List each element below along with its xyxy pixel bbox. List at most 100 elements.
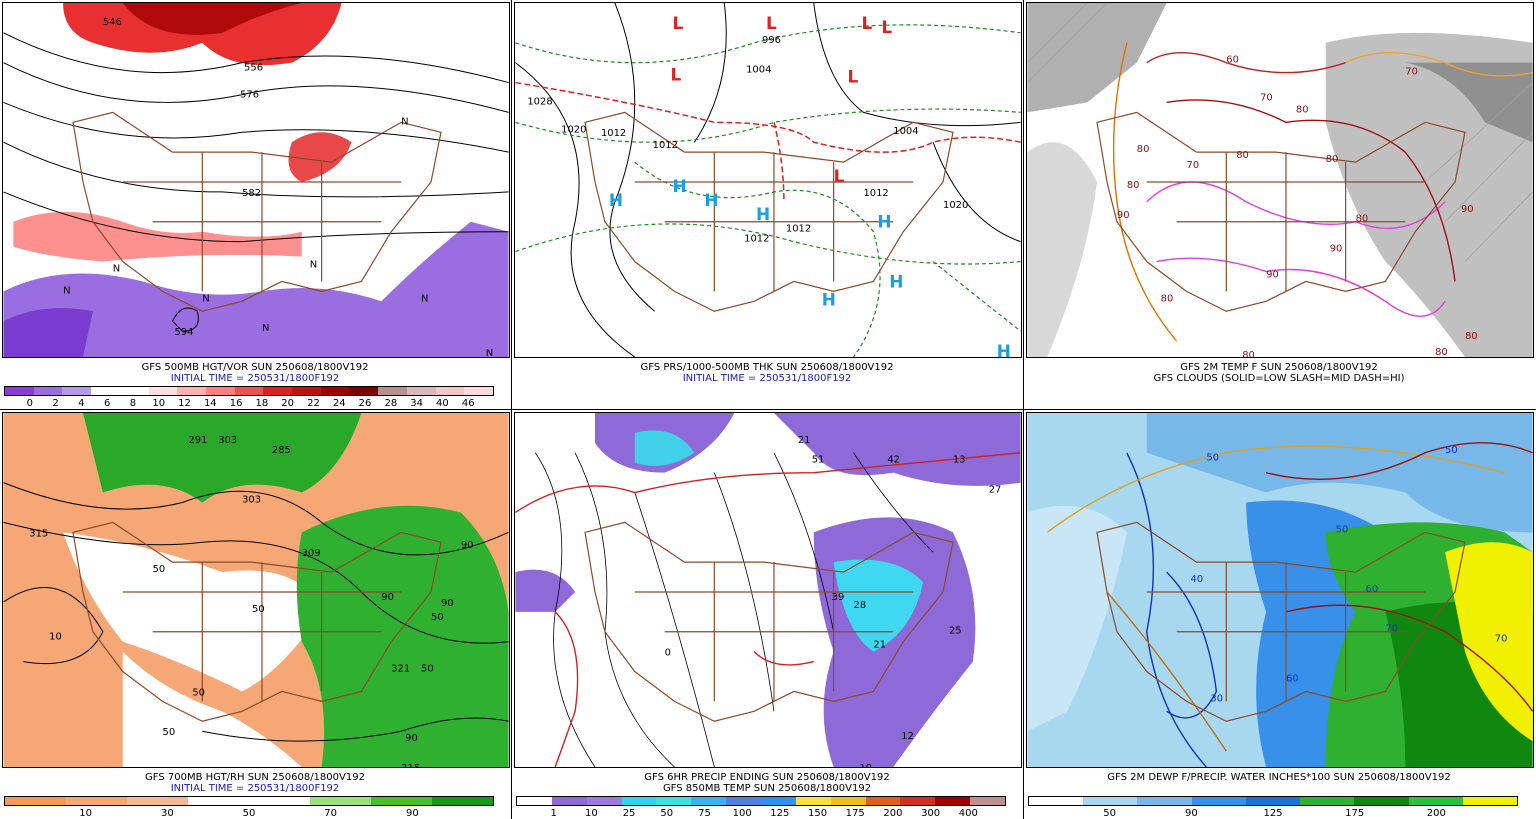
panel-subtitle: GFS CLOUDS (SOLID=LOW SLASH=MID DASH=HI) <box>1153 373 1405 384</box>
panel-700mb-rh[interactable]: 303 285 291 303 315 309 321 10 50 50 50 … <box>0 410 510 819</box>
svg-text:50: 50 <box>163 727 176 738</box>
height-contours <box>3 32 509 332</box>
high-marker: H <box>756 204 770 224</box>
svg-text:50: 50 <box>1206 453 1219 464</box>
color-scale-swatch <box>900 797 936 805</box>
svg-text:90: 90 <box>461 540 474 551</box>
svg-text:N: N <box>486 348 493 358</box>
panel-title: GFS 6HR PRECIP ENDING SUN 250608/1800V19… <box>644 772 890 783</box>
scale-tick-label: 70 <box>324 808 338 819</box>
scale-tick-label: 1 <box>550 808 557 819</box>
color-scale-swatch <box>551 797 587 805</box>
color-scale-ticks: 50 90 125 175 200 <box>1028 808 1518 819</box>
svg-text:12: 12 <box>901 731 914 742</box>
scale-tick-label: 34 <box>410 398 423 409</box>
scale-tick-label: 50 <box>242 808 256 819</box>
svg-text:51: 51 <box>812 455 825 466</box>
color-scale-swatch <box>378 387 407 395</box>
svg-text:50: 50 <box>1336 524 1349 535</box>
color-scale-swatch <box>177 387 206 395</box>
map-pressure-thickness: 1028 1020 1012 1012 1012 1012 1012 1020 … <box>514 2 1022 358</box>
color-scale-swatch <box>432 797 493 805</box>
svg-text:50: 50 <box>153 564 166 575</box>
color-scale-swatch <box>91 387 120 395</box>
political-borders <box>72 111 442 312</box>
low-marker: L <box>673 13 684 33</box>
color-scale-swatch <box>656 797 692 805</box>
color-scale-swatch <box>371 797 432 805</box>
high-marker: H <box>673 176 687 196</box>
scale-tick-label: 75 <box>698 808 711 819</box>
svg-text:1012: 1012 <box>601 128 626 139</box>
scale-tick-label: 200 <box>1426 808 1446 819</box>
panel-init-time: INITIAL TIME = 250531/1800F192 <box>170 373 340 384</box>
dewpoint-labels: 50 40 30 50 50 60 70 60 70 <box>1191 445 1508 705</box>
high-marker: H <box>877 212 891 232</box>
color-scale-swatch <box>310 797 371 805</box>
color-scale-swatch <box>970 797 1006 805</box>
color-scale-swatch <box>795 797 831 805</box>
svg-text:N: N <box>63 285 70 296</box>
svg-text:1012: 1012 <box>744 234 769 245</box>
dewpoint-contours <box>1046 442 1533 767</box>
panel-dewpoint-pwat[interactable]: 50 40 30 50 50 60 70 60 70 GFS 2M DEWP F… <box>1024 410 1534 819</box>
svg-text:80: 80 <box>1356 214 1369 225</box>
scale-tick-label: 4 <box>78 398 85 409</box>
svg-text:1004: 1004 <box>893 126 918 137</box>
scale-tick-label: 0 <box>26 398 33 409</box>
panel-2m-temp-clouds[interactable]: 80 80 80 90 90 70 70 80 90 80 60 70 80 8… <box>1024 0 1534 408</box>
color-scale-swatch <box>1029 797 1084 805</box>
panel-500mb-vorticity[interactable]: 546 556 576 582 594 N N N N N N N N GFS … <box>0 0 510 409</box>
color-scale-swatch <box>435 387 465 395</box>
color-scale-ticks: 0 2 4 6 8 10 12 14 16 18 20 22 24 26 28 34 40 46 <box>4 398 494 409</box>
svg-text:39: 39 <box>832 592 845 603</box>
svg-text:1012: 1012 <box>863 188 888 199</box>
color-scale-swatch <box>1408 797 1463 805</box>
color-scale-swatch <box>517 797 552 805</box>
svg-text:80: 80 <box>1137 144 1150 155</box>
scale-tick-label: 90 <box>405 808 419 819</box>
political-borders <box>72 521 442 722</box>
color-scale-swatch <box>1462 797 1517 805</box>
svg-text:80: 80 <box>1465 331 1478 342</box>
vorticity-band-south <box>13 211 302 262</box>
svg-text:1012: 1012 <box>653 140 678 151</box>
scale-tick-label: 50 <box>660 808 674 819</box>
svg-text:594: 594 <box>174 327 193 338</box>
scale-tick-label: 50 <box>1103 808 1117 819</box>
svg-text:80: 80 <box>1435 347 1448 358</box>
svg-text:N: N <box>401 116 408 127</box>
scale-tick-label: 8 <box>129 398 137 409</box>
svg-text:285: 285 <box>272 445 291 456</box>
panel-6hr-precip[interactable]: 21 51 13 42 27 39 28 21 25 12 19 0 GFS 6… <box>512 410 1022 819</box>
color-scale-swatch <box>62 387 92 395</box>
high-pressure-centers: H H H H H H H H <box>609 176 1011 357</box>
color-scale-swatch <box>127 797 188 805</box>
negative-vorticity-south <box>3 221 509 357</box>
panel-subtitle: GFS 850MB TEMP SUN 250608/1800V192 <box>662 783 872 794</box>
low-cloud-pacific <box>1027 142 1098 357</box>
svg-text:80: 80 <box>1127 180 1140 191</box>
svg-text:1020: 1020 <box>943 200 968 211</box>
scale-tick-label: 6 <box>103 398 111 409</box>
svg-text:80: 80 <box>1242 350 1255 358</box>
svg-text:25: 25 <box>949 626 962 637</box>
svg-text:90: 90 <box>1117 210 1130 221</box>
mid-cloud-hatching <box>1027 3 1533 262</box>
svg-text:315: 315 <box>401 763 420 768</box>
color-scale-swatch <box>148 387 178 395</box>
svg-text:13: 13 <box>953 455 966 466</box>
panel-title: GFS 2M DEWP F/PRECIP. WATER INCHES*100 S… <box>1107 772 1451 783</box>
scale-tick-label: 400 <box>958 808 978 819</box>
scale-tick-label: 26 <box>358 398 372 409</box>
scale-tick-label: 175 <box>1345 808 1365 819</box>
low-marker: L <box>881 17 892 37</box>
panel-init-time: INITIAL TIME = 250531/1800F192 <box>682 373 852 384</box>
low-cloud-nw <box>1027 3 1167 113</box>
moderate-rh-region <box>63 532 322 692</box>
scale-tick-label: 10 <box>585 808 598 819</box>
color-scale-swatch <box>320 387 350 395</box>
color-scale-swatch <box>1354 797 1409 805</box>
panel-pressure-thickness[interactable]: 1028 1020 1012 1012 1012 1012 1012 1020 … <box>512 0 1022 408</box>
